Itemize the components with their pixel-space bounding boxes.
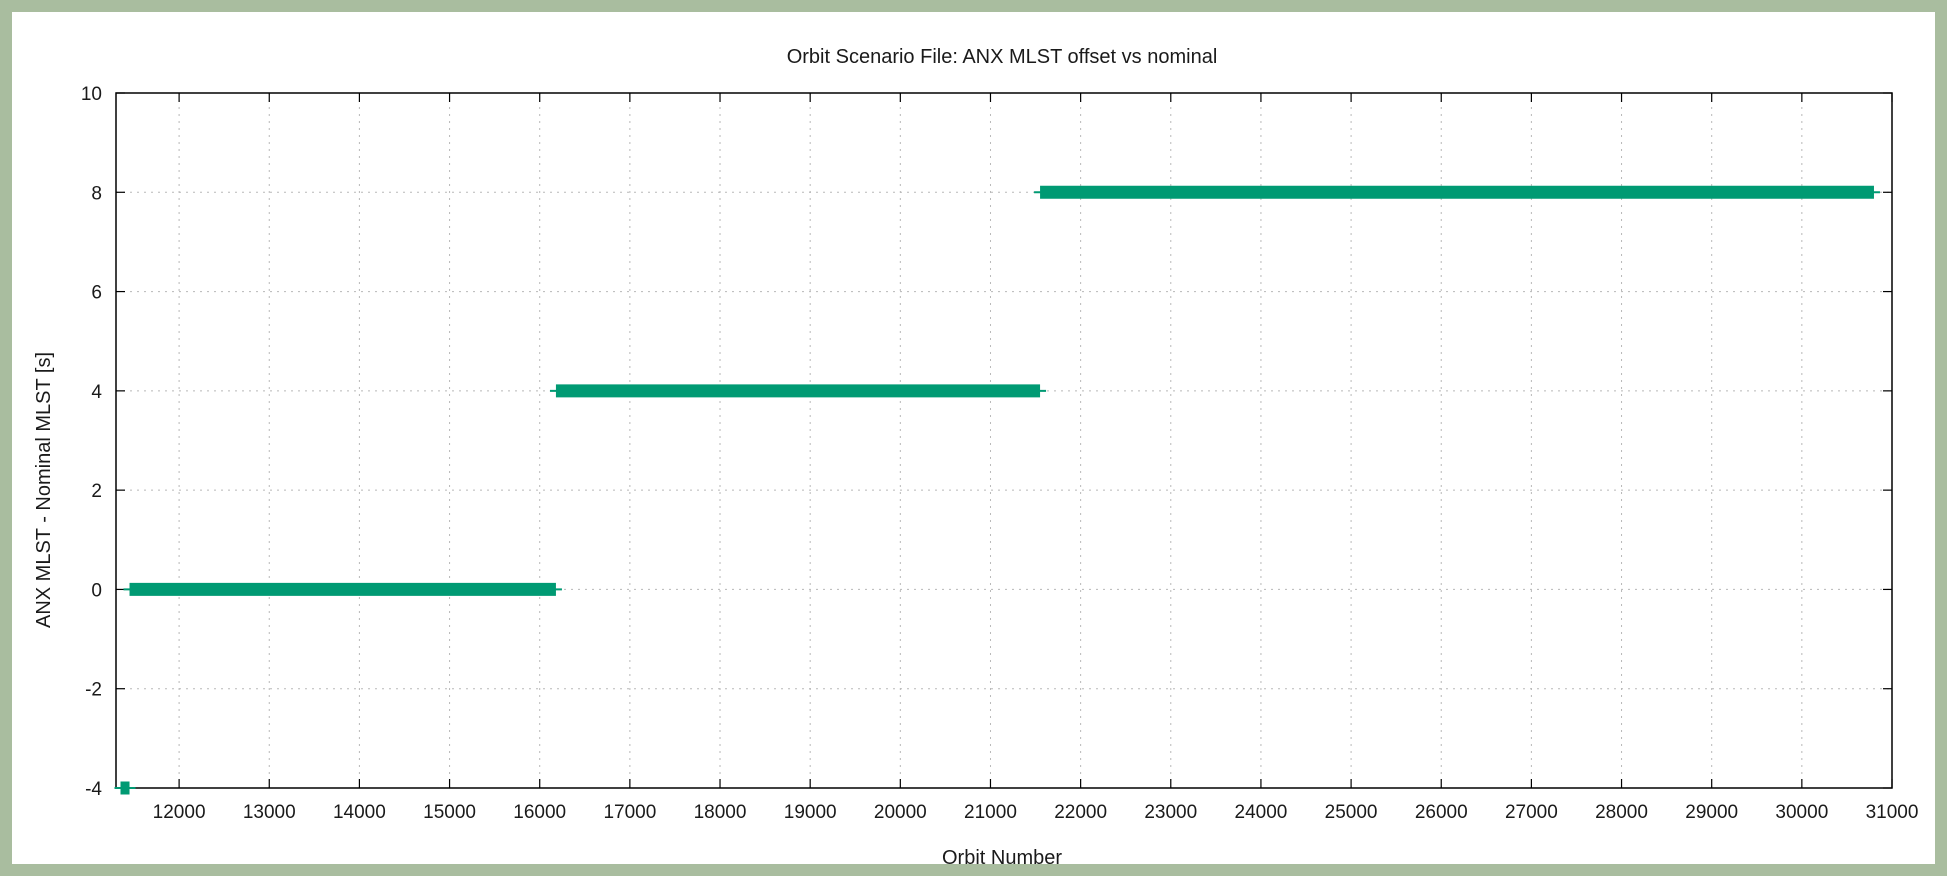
x-axis-label: Orbit Number [942, 847, 1062, 869]
x-tick-label: 26000 [1415, 802, 1468, 823]
y-tick-label: 8 [91, 183, 102, 204]
x-tick-label: 12000 [153, 802, 206, 823]
x-tick-label: 30000 [1775, 802, 1828, 823]
x-tick-label: 25000 [1325, 802, 1378, 823]
x-tick-label: 24000 [1235, 802, 1288, 823]
y-tick-label: 0 [91, 580, 102, 601]
x-tick-label: 28000 [1595, 802, 1648, 823]
y-tick-label: 6 [91, 283, 102, 304]
y-tick-label: -2 [85, 680, 102, 701]
x-tick-label: 31000 [1866, 802, 1919, 823]
x-tick-label: 16000 [513, 802, 566, 823]
x-tick-label: 21000 [964, 802, 1017, 823]
chart-title: Orbit Scenario File: ANX MLST offset vs … [787, 46, 1218, 68]
plot-border [115, 92, 1893, 789]
x-tick-label: 15000 [423, 802, 476, 823]
x-tick-label: 19000 [784, 802, 837, 823]
x-tick-label: 23000 [1144, 802, 1197, 823]
x-tick-label: 18000 [694, 802, 747, 823]
y-axis-label: ANX MLST - Nominal MLST [s] [33, 352, 55, 628]
data-series [114, 185, 1880, 795]
x-tick-label: 20000 [874, 802, 927, 823]
y-tick-label: -4 [85, 779, 102, 800]
tick-labels: 12000 13000 14000 15000 16000 17000 18000 19000… [81, 84, 1919, 823]
x-tick-label: 13000 [243, 802, 296, 823]
x-tick-label: 22000 [1054, 802, 1107, 823]
x-tick-label: 14000 [333, 802, 386, 823]
y-tick-label: 10 [81, 84, 102, 105]
x-tick-label: 17000 [603, 802, 656, 823]
x-tick-label: 27000 [1505, 802, 1558, 823]
y-tick-label: 4 [91, 382, 102, 403]
y-tick-label: 2 [91, 481, 102, 502]
axes [115, 92, 1893, 789]
x-tick-label: 29000 [1685, 802, 1738, 823]
